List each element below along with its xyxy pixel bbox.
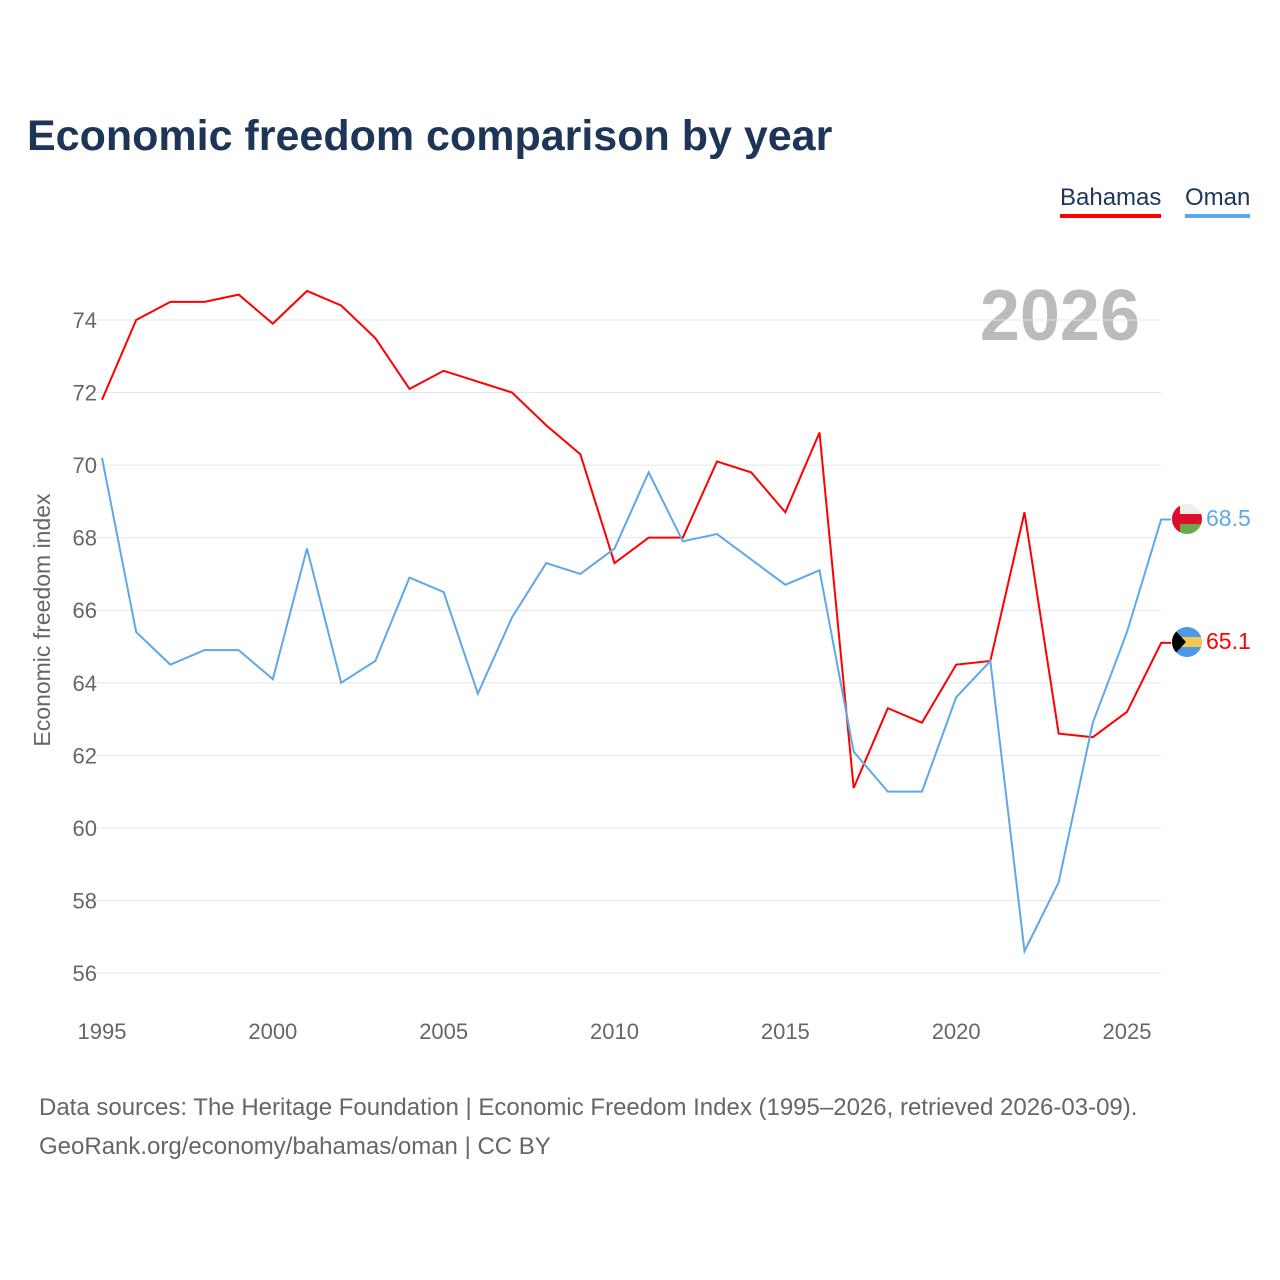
x-tick-label: 1995 xyxy=(78,1019,127,1044)
series-line-oman xyxy=(101,457,1172,955)
end-label-oman: 68.5 xyxy=(1206,505,1251,531)
source-line-1: Data sources: The Heritage Foundation | … xyxy=(39,1094,1138,1121)
y-tick-label: 58 xyxy=(73,888,97,913)
y-tick-label: 72 xyxy=(73,381,97,406)
x-tick-label: 2000 xyxy=(248,1019,297,1044)
flag-bahamas-icon xyxy=(1172,627,1202,657)
legend-bahamas[interactable]: Bahamas xyxy=(1060,184,1162,218)
y-tick-label: 60 xyxy=(73,816,97,841)
year-watermark: 2026 xyxy=(980,276,1140,356)
y-tick-label: 70 xyxy=(73,453,97,478)
x-tick-label: 2005 xyxy=(419,1019,468,1044)
legend-oman[interactable]: Oman xyxy=(1185,184,1251,218)
x-tick-label: 2015 xyxy=(761,1019,810,1044)
y-tick-label: 62 xyxy=(73,743,97,768)
series-line-bahamas xyxy=(101,289,1172,789)
x-tick-label: 2010 xyxy=(590,1019,639,1044)
source-note: Data sources: The Heritage Foundation | … xyxy=(39,1088,1137,1166)
flag-oman-icon xyxy=(1172,504,1202,534)
y-tick-label: 64 xyxy=(73,671,97,696)
y-tick-label: 74 xyxy=(73,308,97,333)
chart-title: Economic freedom comparison by year xyxy=(27,112,833,160)
source-line-2[interactable]: GeoRank.org/economy/bahamas/oman | CC BY xyxy=(39,1133,551,1160)
x-tick-label: 2025 xyxy=(1103,1019,1152,1044)
y-axis-label: Economic freedom index xyxy=(29,493,55,747)
y-tick-label: 68 xyxy=(73,526,97,551)
x-tick-label: 2020 xyxy=(932,1019,981,1044)
end-label-bahamas: 65.1 xyxy=(1206,628,1251,654)
y-tick-label: 66 xyxy=(73,598,97,623)
y-tick-label: 56 xyxy=(73,961,97,986)
